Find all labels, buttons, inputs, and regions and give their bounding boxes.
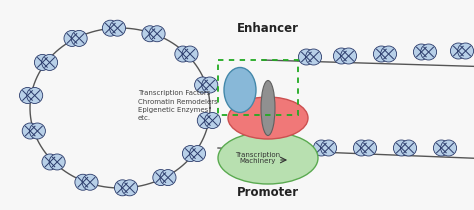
Circle shape	[374, 46, 390, 62]
Circle shape	[27, 88, 43, 104]
Circle shape	[433, 140, 449, 156]
Circle shape	[244, 140, 260, 156]
Circle shape	[82, 174, 98, 190]
Circle shape	[142, 26, 158, 42]
Circle shape	[195, 77, 210, 93]
Circle shape	[441, 140, 456, 156]
Circle shape	[42, 154, 58, 170]
Circle shape	[71, 30, 87, 46]
Text: Transcription Factors
Chromatin Remodelers
Epigenetic Enzymes
etc.: Transcription Factors Chromatin Remodele…	[138, 90, 218, 122]
Circle shape	[122, 180, 137, 196]
Circle shape	[320, 140, 337, 156]
Circle shape	[204, 113, 220, 129]
Circle shape	[202, 77, 218, 93]
Ellipse shape	[261, 80, 275, 135]
Bar	[218, 60, 298, 115]
Circle shape	[109, 20, 126, 36]
Circle shape	[35, 54, 50, 70]
Circle shape	[190, 146, 206, 161]
Circle shape	[22, 123, 38, 139]
Circle shape	[175, 46, 191, 62]
Circle shape	[333, 48, 349, 64]
Circle shape	[64, 30, 80, 46]
Circle shape	[102, 20, 118, 36]
Circle shape	[237, 140, 252, 156]
Circle shape	[114, 180, 130, 196]
Circle shape	[75, 174, 91, 190]
Text: Promoter: Promoter	[237, 185, 299, 198]
Ellipse shape	[228, 97, 308, 139]
Text: Transcription
Machinery: Transcription Machinery	[236, 151, 281, 164]
Circle shape	[341, 48, 356, 64]
Ellipse shape	[224, 67, 256, 113]
Circle shape	[393, 140, 410, 156]
Circle shape	[381, 46, 397, 62]
Ellipse shape	[218, 132, 318, 184]
Circle shape	[273, 140, 290, 156]
Circle shape	[281, 140, 297, 156]
Circle shape	[361, 140, 377, 156]
Circle shape	[182, 146, 199, 161]
Circle shape	[401, 140, 417, 156]
Circle shape	[299, 49, 314, 65]
Circle shape	[49, 154, 65, 170]
Circle shape	[197, 113, 213, 129]
Circle shape	[149, 26, 165, 42]
Circle shape	[354, 140, 369, 156]
Circle shape	[313, 140, 329, 156]
Circle shape	[19, 88, 36, 104]
Circle shape	[182, 46, 198, 62]
Circle shape	[153, 170, 169, 186]
Circle shape	[42, 54, 58, 70]
Circle shape	[306, 49, 321, 65]
Circle shape	[413, 44, 429, 60]
Text: Enhancer: Enhancer	[237, 21, 299, 34]
Circle shape	[29, 123, 46, 139]
Circle shape	[160, 170, 176, 186]
Circle shape	[420, 44, 437, 60]
Circle shape	[457, 43, 474, 59]
Circle shape	[450, 43, 466, 59]
